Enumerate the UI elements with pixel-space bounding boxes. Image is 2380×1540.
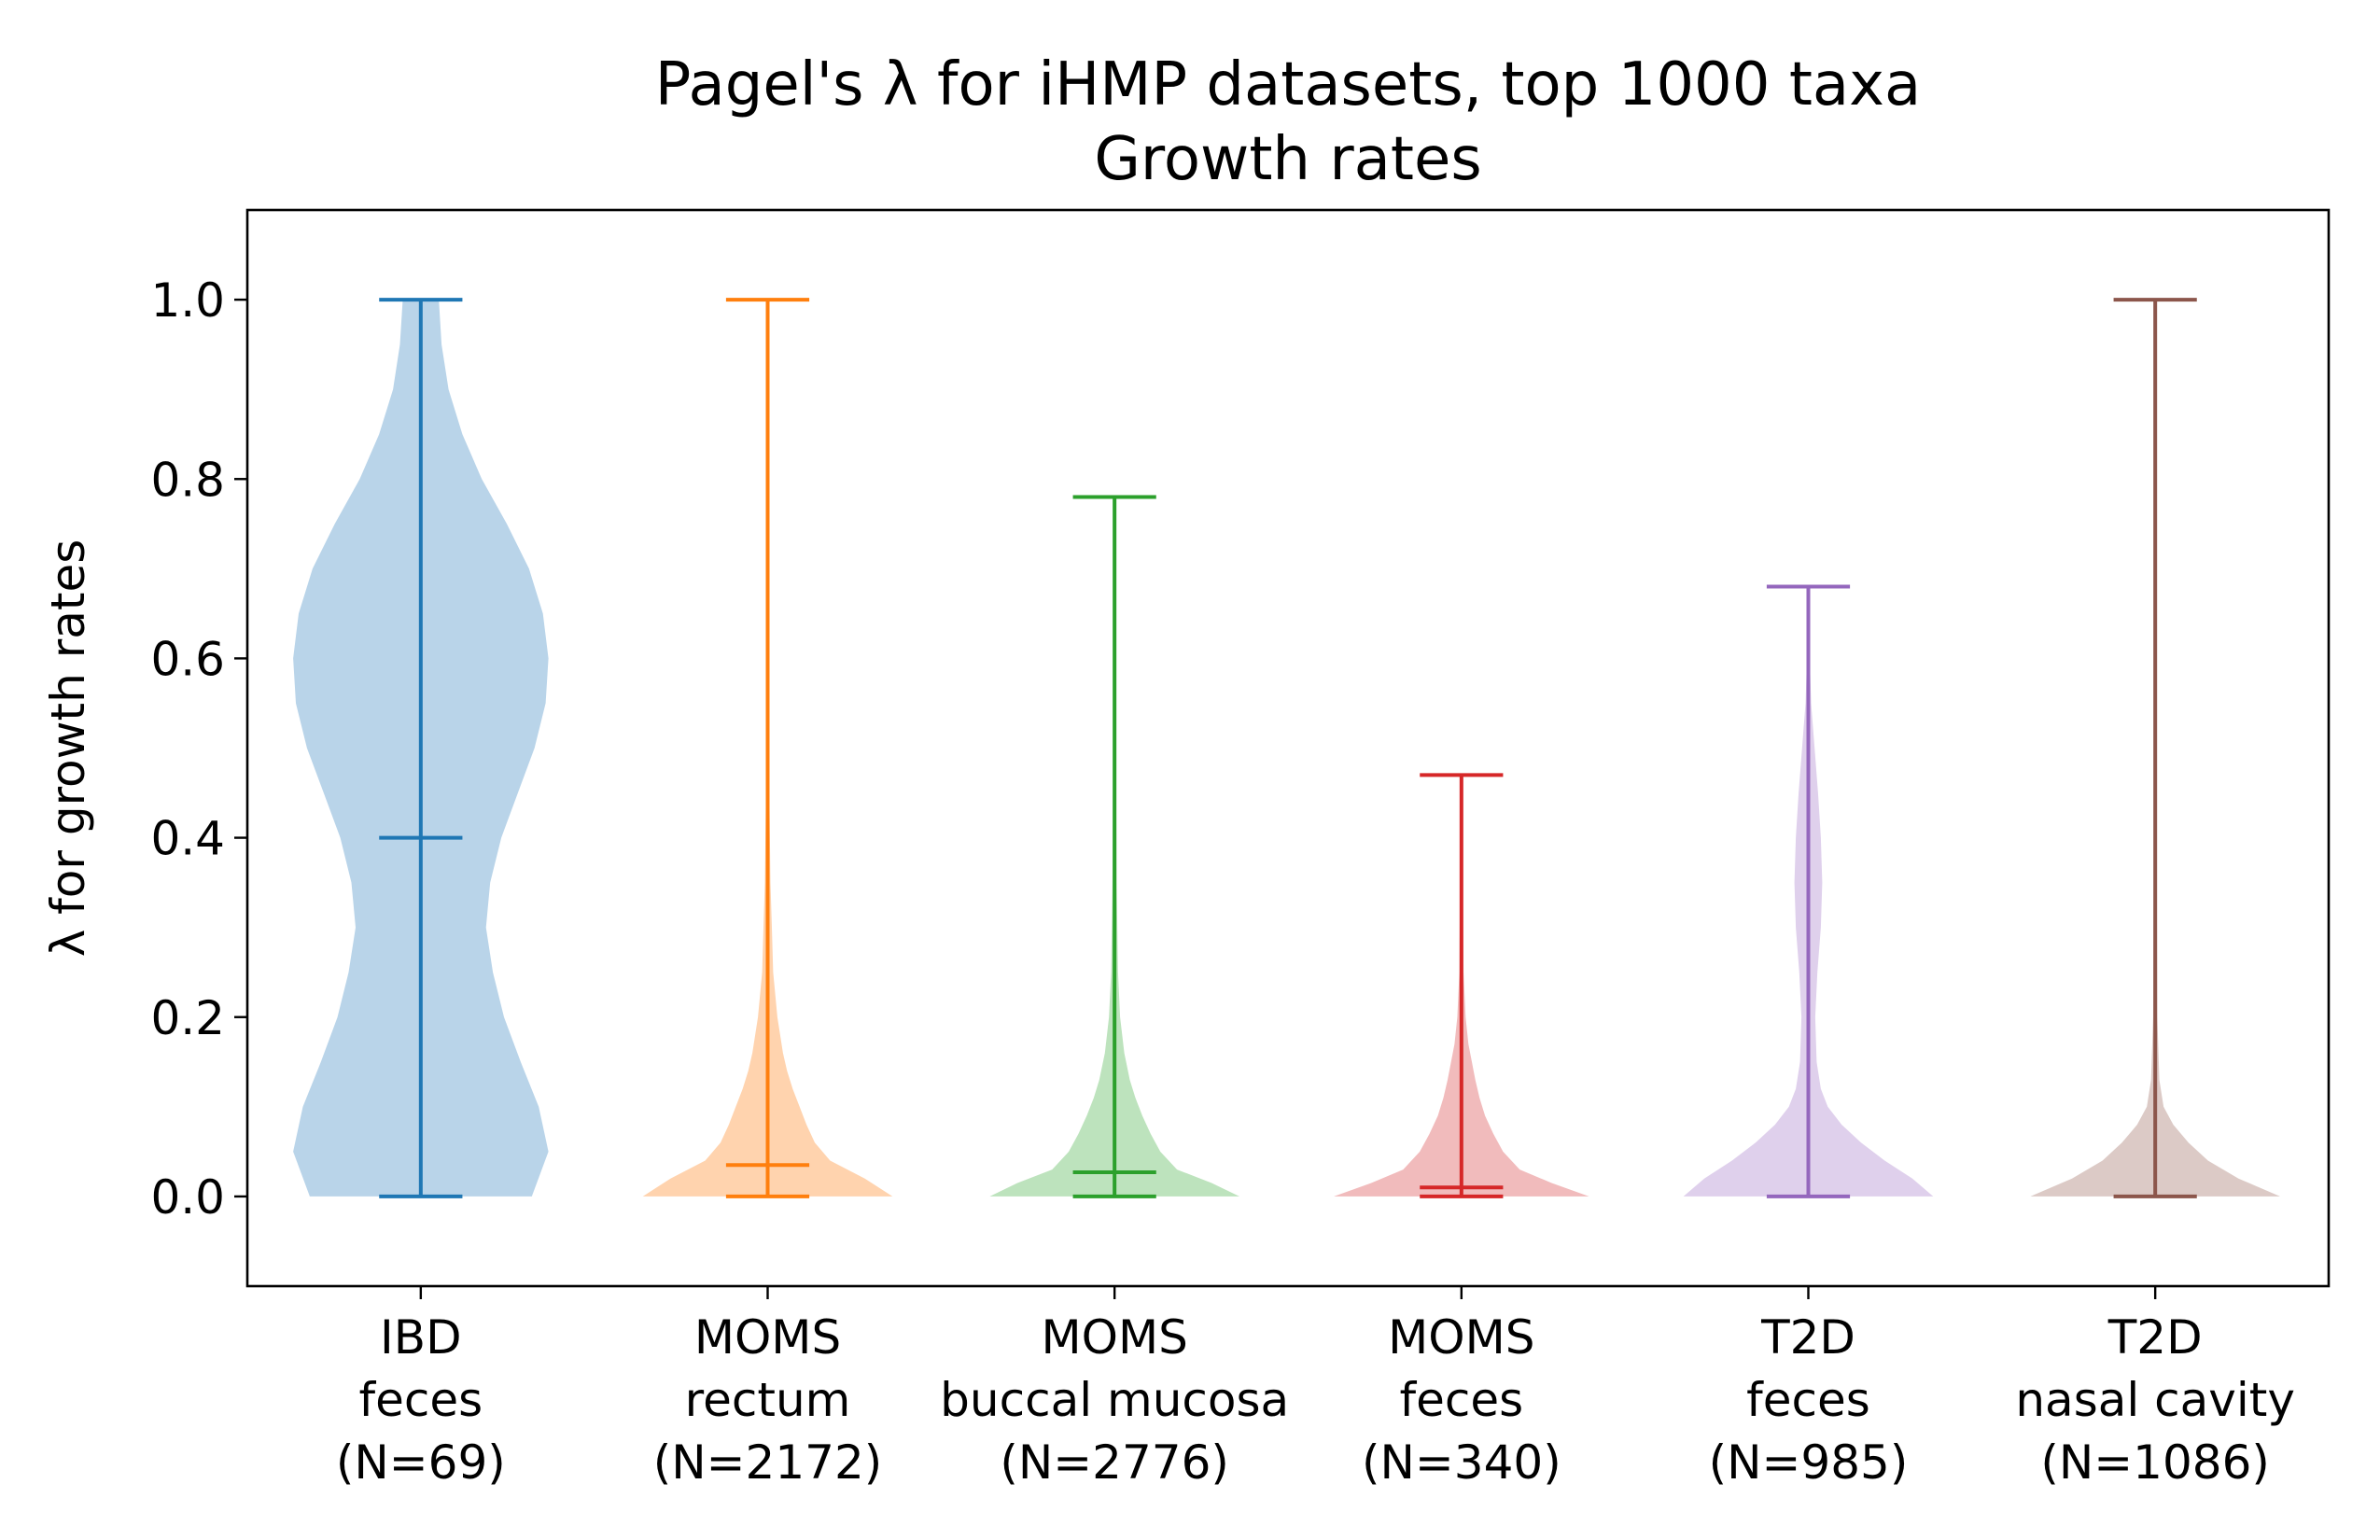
x-tick-label: (N=2776) bbox=[1000, 1435, 1229, 1490]
x-tick-label: T2D bbox=[2107, 1310, 2203, 1365]
x-tick-label: MOMS bbox=[1041, 1310, 1187, 1365]
chart-title: Pagel's λ for iHMP datasets, top 1000 ta… bbox=[655, 50, 1921, 194]
violin-1 bbox=[642, 298, 893, 1198]
y-tick-label: 0.4 bbox=[150, 812, 225, 866]
violin-0 bbox=[293, 298, 549, 1198]
x-tick-label: feces bbox=[1746, 1373, 1870, 1427]
x-tick-label: (N=340) bbox=[1362, 1435, 1561, 1490]
x-tick-label: feces bbox=[358, 1373, 483, 1427]
x-tick-label: (N=1086) bbox=[2040, 1435, 2270, 1490]
y-tick-label: 0.8 bbox=[150, 453, 225, 507]
x-tick-label: T2D bbox=[1760, 1310, 1855, 1365]
x-axis: IBD feces (N=69) MOMS rectum (N=2172) MOMS bucc… bbox=[336, 1286, 2295, 1490]
y-axis-label: λ for growth rates bbox=[41, 539, 95, 958]
violins bbox=[293, 298, 2280, 1198]
x-tick-label: MOMS bbox=[694, 1310, 841, 1365]
y-tick-label: 0.6 bbox=[150, 632, 225, 686]
x-tick-label: nasal cavity bbox=[2015, 1373, 2295, 1427]
x-tick-label: IBD bbox=[380, 1310, 462, 1365]
x-tick-label: MOMS bbox=[1388, 1310, 1534, 1365]
plot-frame bbox=[245, 208, 2331, 1288]
x-tick-label: (N=985) bbox=[1709, 1435, 1909, 1490]
chart-title-line: Growth rates bbox=[1094, 125, 1481, 194]
x-tick-label: feces bbox=[1399, 1373, 1523, 1427]
violin-4 bbox=[1683, 584, 1934, 1198]
y-axis: 0.0 0.2 0.4 0.6 0.8 1.0 bbox=[150, 273, 247, 1225]
violin-2 bbox=[989, 495, 1239, 1198]
chart-title-line: Pagel's λ for iHMP datasets, top 1000 ta… bbox=[655, 50, 1921, 119]
violin-5 bbox=[2030, 298, 2280, 1198]
y-tick-label: 1.0 bbox=[150, 273, 225, 328]
x-tick-label: (N=2172) bbox=[653, 1435, 883, 1490]
violin-3 bbox=[1334, 773, 1589, 1198]
y-tick-label: 0.0 bbox=[150, 1170, 225, 1225]
y-tick-label: 0.2 bbox=[150, 991, 225, 1045]
x-tick-label: (N=69) bbox=[336, 1435, 506, 1490]
x-tick-label: rectum bbox=[685, 1373, 851, 1427]
x-tick-label: buccal mucosa bbox=[940, 1373, 1289, 1427]
